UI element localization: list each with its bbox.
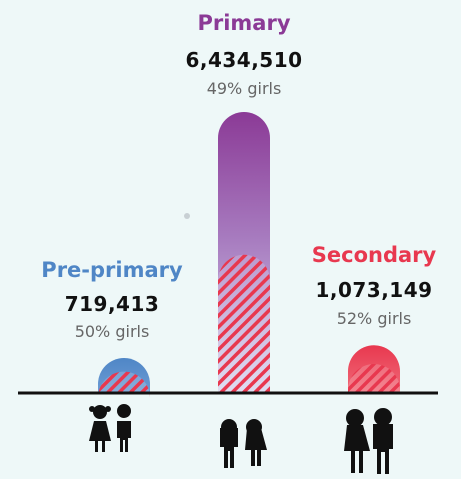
category-label-primary: Primary <box>197 11 291 35</box>
girls-share-label-preprimary: 50% girls <box>74 322 150 341</box>
bar-girls-hatch-preprimary <box>98 371 150 398</box>
girls-share-label-secondary: 52% girls <box>336 309 412 328</box>
girl-and-boy-youth-icon <box>220 419 267 468</box>
value-label-primary: 6,434,510 <box>185 48 303 72</box>
girls-share-label-primary: 49% girls <box>206 79 282 98</box>
value-label-secondary: 1,073,149 <box>315 278 433 302</box>
girl-and-boy-children-icon <box>89 404 131 452</box>
woman-and-man-adults-icon <box>344 408 393 474</box>
decorative-dot <box>184 213 190 219</box>
category-label-secondary: Secondary <box>311 243 437 267</box>
value-label-preprimary: 719,413 <box>64 292 160 316</box>
bar-girls-hatch-secondary <box>348 363 400 392</box>
category-label-preprimary: Pre-primary <box>41 258 183 282</box>
bar-girls-hatch-primary <box>218 254 270 392</box>
